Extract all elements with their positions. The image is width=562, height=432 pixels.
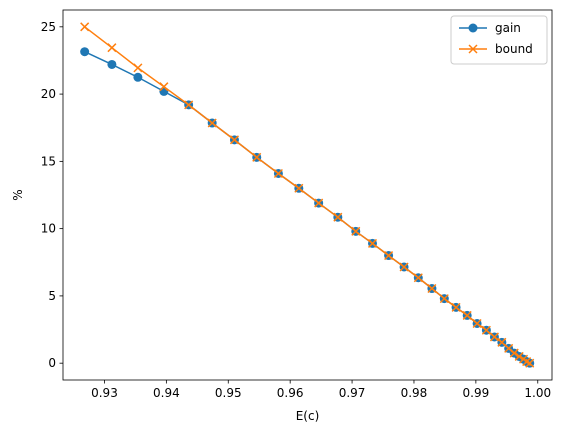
x-marker-stroke <box>489 332 499 342</box>
y-tick-label: 10 <box>41 222 56 236</box>
data-point-gain <box>107 59 117 69</box>
x-marker-stroke <box>384 251 394 261</box>
y-tick-label: 25 <box>41 20 56 34</box>
x-marker-stroke <box>159 82 169 92</box>
x-tick-label: 0.99 <box>463 386 490 400</box>
x-axis: 0.93 0.94 0.95 0.96 0.97 0.98 0.99 1.00 <box>91 380 551 400</box>
data-point-bound <box>159 82 169 92</box>
legend-gain-marker <box>468 23 478 33</box>
data-point-bound <box>80 22 90 32</box>
data-point-bound <box>439 294 449 304</box>
data-point-bound <box>525 358 535 368</box>
y-tick-label: 0 <box>48 356 56 370</box>
data-point-bound <box>314 198 324 208</box>
data-point-bound <box>294 183 304 193</box>
data-point-bound <box>133 63 143 73</box>
x-marker-stroke <box>509 348 519 358</box>
data-point-bound <box>333 212 343 222</box>
x-marker-stroke <box>333 212 343 222</box>
x-marker-stroke <box>522 357 532 367</box>
x-marker-stroke <box>399 262 409 272</box>
legend-gain-label: gain <box>495 21 521 35</box>
data-point-bound <box>472 318 482 329</box>
data-point-bound <box>481 325 491 335</box>
legend: gain bound <box>450 15 548 65</box>
x-marker-stroke <box>427 283 437 294</box>
data-point-bound <box>413 273 423 283</box>
x-tick-label: 0.96 <box>277 386 304 400</box>
x-marker-stroke <box>184 100 194 110</box>
x-marker-stroke <box>497 337 507 347</box>
axes-frame <box>62 9 553 381</box>
data-point-bound <box>273 168 283 179</box>
x-axis-label: E(c) <box>296 409 320 423</box>
data-point-bound <box>207 118 217 128</box>
x-marker-stroke <box>273 168 283 179</box>
data-point-gain <box>133 72 143 82</box>
data-point-bound <box>384 251 394 261</box>
data-point-bound <box>107 43 117 53</box>
y-tick-label: 5 <box>48 289 56 303</box>
data-point-bound <box>367 238 378 248</box>
y-tick-label: 20 <box>41 87 56 101</box>
x-marker-stroke <box>107 43 117 53</box>
y-axis: 0 5 10 15 20 25 <box>41 20 63 370</box>
x-marker-stroke <box>314 198 324 208</box>
x-tick-label: 0.98 <box>401 386 428 400</box>
data-point-gain <box>80 47 90 57</box>
data-point-bound <box>399 262 409 272</box>
x-marker-stroke <box>413 273 423 283</box>
data-point-bound <box>351 226 361 236</box>
x-tick-label: 0.97 <box>339 386 366 400</box>
data-point-bound <box>462 310 472 320</box>
data-point-bound <box>509 348 519 358</box>
x-tick-label: 0.94 <box>153 386 180 400</box>
x-tick-label: 0.95 <box>215 386 242 400</box>
x-marker-stroke <box>481 325 491 335</box>
data-point-bound <box>427 283 437 294</box>
x-marker-stroke <box>514 351 524 361</box>
x-marker-stroke <box>525 358 535 368</box>
x-marker-stroke <box>462 310 472 320</box>
series-bound <box>80 22 535 368</box>
x-marker-stroke <box>229 135 239 145</box>
x-marker-stroke <box>468 44 478 54</box>
x-marker-stroke <box>439 294 449 304</box>
x-marker-stroke <box>504 343 514 353</box>
x-marker-stroke <box>367 238 378 248</box>
x-marker-stroke <box>207 118 217 128</box>
y-axis-label: % <box>11 189 25 200</box>
x-marker-stroke <box>451 302 461 312</box>
legend-bound-label: bound <box>495 42 533 56</box>
series-layer <box>80 22 535 368</box>
x-marker-stroke <box>80 22 90 32</box>
x-marker-stroke <box>133 63 143 73</box>
x-tick-label: 1.00 <box>524 386 551 400</box>
x-marker-stroke <box>294 183 304 193</box>
x-marker-stroke <box>252 152 262 162</box>
data-point-bound <box>489 332 499 342</box>
x-tick-label: 0.93 <box>91 386 118 400</box>
data-point-bound <box>451 302 461 312</box>
axes-spines <box>62 9 553 381</box>
y-tick-label: 15 <box>41 154 56 168</box>
x-marker-stroke <box>351 226 361 236</box>
data-point-bound <box>184 100 194 110</box>
data-point-bound <box>229 135 239 145</box>
legend-bound-marker <box>468 44 478 54</box>
data-point-bound <box>252 152 262 162</box>
x-marker-stroke <box>472 318 482 329</box>
data-point-bound <box>514 351 524 361</box>
